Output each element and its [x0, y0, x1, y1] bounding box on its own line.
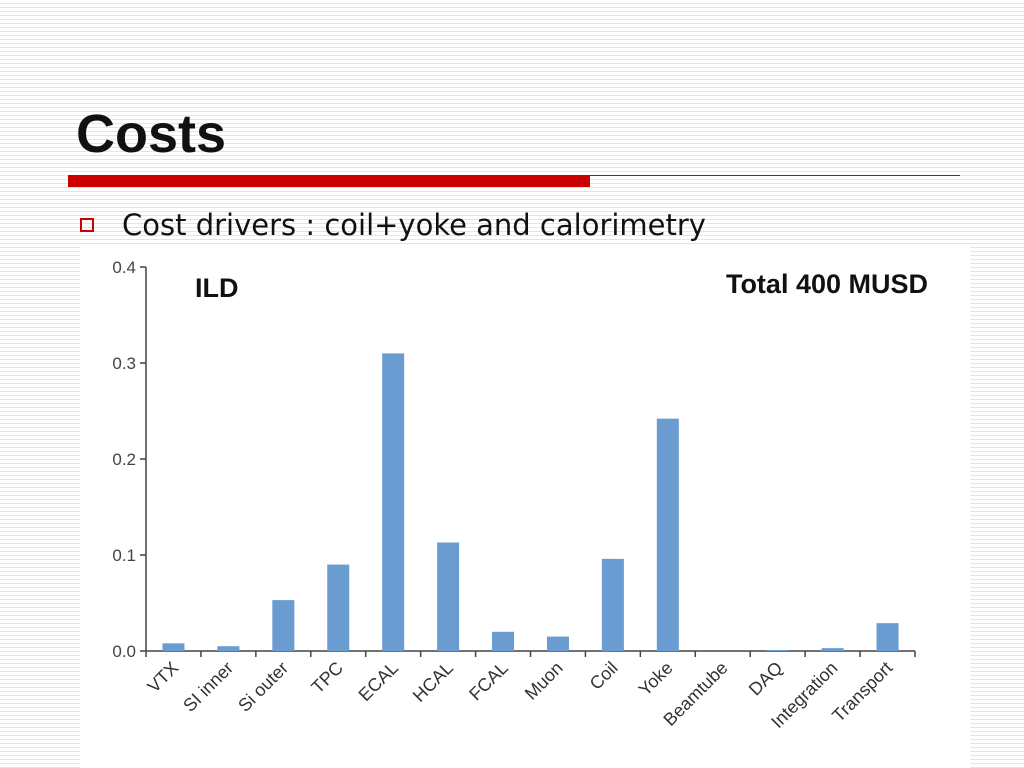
bar-tpc — [327, 564, 350, 651]
x-axis — [145, 650, 916, 657]
bar-vtx — [162, 643, 185, 651]
x-tick-label: ECAL — [355, 658, 402, 705]
bar-muon — [546, 636, 569, 651]
y-tick-label: 0.2 — [112, 450, 136, 469]
bar-transport — [876, 623, 899, 651]
bar-yoke — [656, 418, 679, 651]
hollow-square-bullet-icon — [80, 218, 94, 232]
x-tick-label: VTX — [143, 658, 182, 697]
slide-title: Costs — [76, 104, 227, 164]
y-tick-label: 0.4 — [112, 258, 136, 277]
y-tick-label: 0.1 — [112, 546, 136, 565]
x-tick-label: HCAL — [409, 658, 457, 706]
bullet-item: Cost drivers : coil+yoke and calorimetry — [80, 205, 706, 245]
x-tick-label: TPC — [307, 658, 347, 698]
y-axis: 0.0 0.1 0.2 0.3 0.4 — [112, 258, 147, 661]
bars — [162, 353, 899, 651]
chart-total-annotation: Total 400 MUSD — [726, 269, 928, 299]
x-tick-label: Coil — [586, 658, 622, 694]
x-tick-label: Transport — [828, 658, 896, 726]
bar-si-inner — [217, 646, 240, 651]
title-underline-rule — [590, 175, 960, 176]
bar-fcal — [492, 631, 515, 651]
bar-si-outer — [272, 600, 295, 651]
y-tick-label: 0.0 — [112, 642, 136, 661]
bar-hcal — [437, 542, 460, 651]
y-tick-label: 0.3 — [112, 354, 136, 373]
bar-daq — [766, 650, 789, 651]
chart-panel: 0.0 0.1 0.2 0.3 0.4 VTX SI inner Si outer TPC EC… — [80, 245, 970, 768]
bar-coil — [601, 558, 624, 651]
x-tick-label: Muon — [521, 658, 567, 704]
x-tick-label: SI inner — [179, 658, 237, 716]
title-underline-bar — [68, 175, 590, 187]
x-tick-label: FCAL — [465, 658, 512, 705]
x-tick-label: Si outer — [234, 658, 292, 716]
chart-title: ILD — [195, 273, 239, 303]
x-tick-label: Yoke — [635, 658, 677, 700]
bar-ecal — [382, 353, 405, 651]
x-tick-label: DAQ — [745, 658, 787, 700]
bullet-text: Cost drivers : coil+yoke and calorimetry — [122, 208, 706, 242]
bar-integration — [821, 648, 844, 651]
